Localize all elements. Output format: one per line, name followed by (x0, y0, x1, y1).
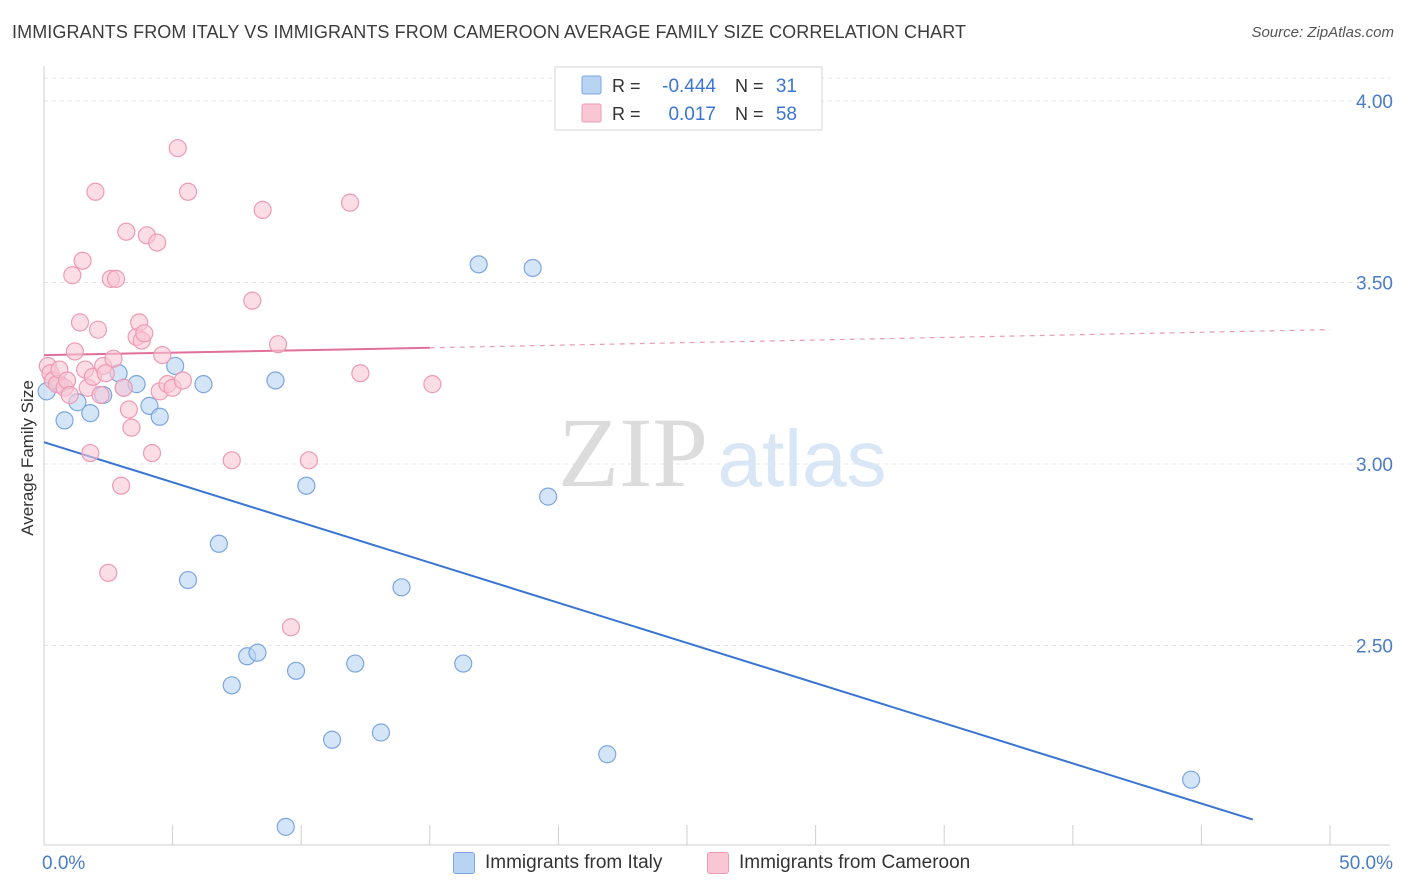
italy-trend-line (43, 441, 1254, 821)
cameroon-point (253, 200, 272, 220)
cameroon-point (106, 269, 126, 288)
cameroon-point (119, 400, 138, 419)
italy-point (166, 356, 185, 376)
cameroon-point (104, 349, 123, 368)
series-legend: Immigrants from Italy Immigrants from Ca… (0, 850, 1406, 880)
legend-item-italy: Immigrants from Italy (453, 852, 662, 874)
legend-cameroon-n-value: 58 (776, 104, 797, 125)
cameroon-point (96, 364, 115, 383)
legend-item-cameroon: Immigrants from Cameroon (707, 852, 970, 874)
y-tick-label: 4.00 (1356, 92, 1393, 113)
cameroon-point (153, 345, 172, 365)
cameroon-point (142, 443, 162, 463)
cameroon-point (60, 385, 79, 405)
x-tick-label: 50.0% (1339, 853, 1393, 874)
italy-point (598, 745, 617, 764)
italy-point (322, 730, 342, 749)
cameroon-point (173, 371, 192, 390)
cameroon-point (63, 266, 82, 285)
cameroon-point (281, 618, 301, 637)
cameroon-point (135, 324, 154, 343)
cameroon-trend-extension (429, 329, 1331, 349)
cameroon-point (70, 313, 90, 332)
correlation-legend: R = -0.444 N = 31 R = 0.017 N = 58 (554, 66, 823, 131)
cameroon-point (268, 335, 288, 354)
legend-cameroon-swatch (581, 103, 602, 123)
points-layer (37, 139, 1201, 836)
italy-point (150, 407, 169, 426)
italy-point (209, 534, 228, 553)
tick-label-layer: 2.50 3.00 3.50 4.00 0.0% 50.0% (42, 92, 1393, 874)
watermark-zip: ZIP (558, 397, 708, 508)
source-label: Source: ZipAtlas.com (1251, 24, 1394, 41)
y-axis-label: Average Family Size (18, 380, 37, 536)
cameroon-point (148, 233, 167, 252)
italy-point (539, 487, 558, 506)
watermark-atlas: atlas (718, 414, 887, 503)
cameroon-point (423, 375, 442, 394)
cameroon-point (117, 222, 136, 241)
italy-point (469, 255, 488, 274)
italy-point (266, 371, 285, 390)
legend-cameroon-r-value: 0.017 (668, 104, 716, 125)
italy-point (392, 578, 411, 597)
italy-point (55, 411, 74, 430)
legend-italy-n-label: N = (735, 76, 764, 96)
cameroon-point (243, 291, 262, 310)
cameroon-point (222, 451, 241, 470)
italy-point (371, 723, 391, 742)
cameroon-point (340, 193, 360, 212)
italy-point (1182, 770, 1201, 789)
cameroon-point (73, 251, 92, 270)
italy-point (523, 258, 542, 278)
italy-point (276, 817, 295, 836)
cameroon-point (99, 563, 118, 582)
legend-italy-r-value: -0.444 (662, 76, 716, 97)
italy-point (346, 654, 365, 673)
italy-point (248, 643, 267, 662)
watermark: ZIP atlas (558, 397, 886, 508)
italy-point (297, 476, 316, 495)
cameroon-point (112, 476, 131, 495)
italy-point (81, 404, 100, 423)
legend-italy-bottom-swatch (453, 852, 475, 874)
cameroon-point (351, 364, 370, 383)
cameroon-point (91, 385, 110, 405)
legend-italy-r-label: R = (612, 76, 641, 96)
cameroon-point (168, 139, 187, 158)
cameroon-point (81, 443, 100, 463)
cameroon-point (299, 451, 319, 470)
legend-italy-name: Immigrants from Italy (485, 852, 663, 873)
legend-cameroon-n-label: N = (735, 104, 764, 124)
cameroon-point (114, 378, 133, 397)
x-tick-label: 0.0% (42, 853, 85, 874)
cameroon-point (122, 418, 141, 437)
italy-point (194, 375, 213, 394)
legend-italy-n-value: 31 (776, 76, 797, 97)
cameroon-trend-line (43, 346, 430, 357)
chart-title: IMMIGRANTS FROM ITALY VS IMMIGRANTS FROM… (12, 22, 967, 42)
legend-cameroon-bottom-swatch (707, 852, 729, 874)
cameroon-point (86, 182, 105, 201)
cameroon-point (88, 320, 108, 339)
italy-point (454, 654, 473, 673)
italy-point (222, 676, 241, 695)
legend-cameroon-name: Immigrants from Cameroon (739, 852, 971, 873)
y-tick-label: 2.50 (1356, 636, 1393, 657)
italy-point (286, 661, 306, 680)
legend-italy-swatch (581, 75, 602, 95)
y-tick-label: 3.00 (1356, 455, 1393, 476)
grid-layer (44, 77, 1390, 646)
axis-layer (43, 66, 1390, 846)
legend-cameroon-r-label: R = (612, 104, 641, 124)
italy-point (178, 570, 198, 590)
cameroon-point (178, 182, 198, 201)
cameroon-point (65, 342, 84, 361)
y-tick-label: 3.50 (1356, 273, 1393, 294)
